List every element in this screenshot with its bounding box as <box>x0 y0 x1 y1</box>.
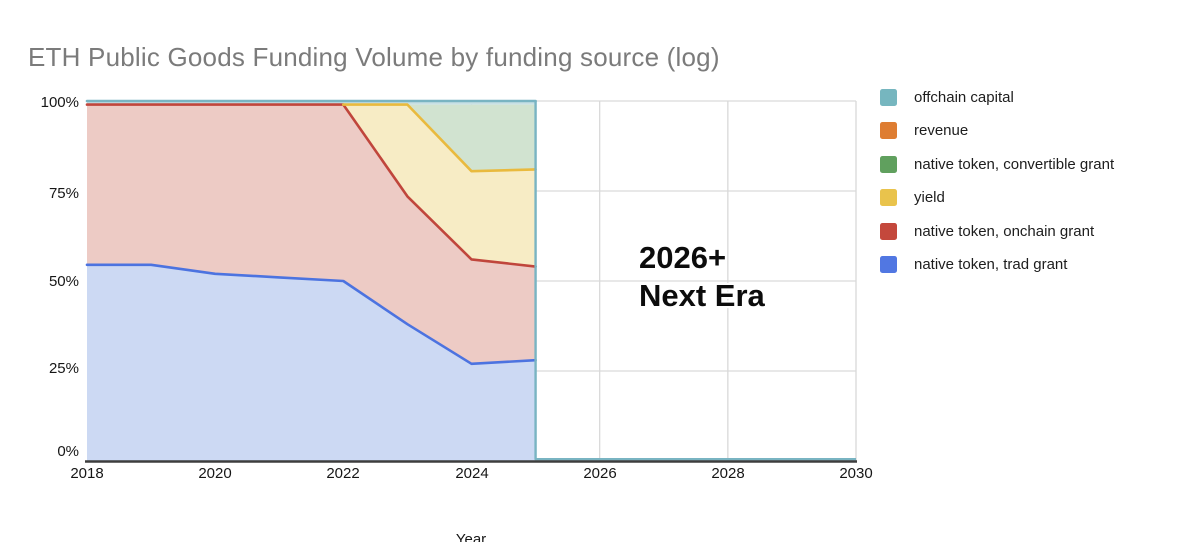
legend-label: revenue <box>914 122 969 139</box>
legend-label: native token, convertible grant <box>914 156 1115 173</box>
legend-label: yield <box>914 189 945 206</box>
chart-title: ETH Public Goods Funding Volume by fundi… <box>28 42 720 72</box>
legend-swatch <box>880 156 897 173</box>
legend-label: offchain capital <box>914 89 1014 106</box>
legend-swatch <box>880 89 897 106</box>
x-axis-title: Year <box>455 531 487 542</box>
legend-item-yield: yield <box>880 189 945 206</box>
legend-swatch <box>880 189 897 206</box>
legend-item-onchain-grant: native token, onchain grant <box>880 223 1094 240</box>
legend-item-convertible-grant: native token, convertible grant <box>880 156 1114 173</box>
legend-swatch <box>880 256 897 273</box>
x-tick-2018: 2018 <box>70 465 104 482</box>
y-tick-0: 0% <box>57 443 79 460</box>
x-tick-2028: 2028 <box>711 465 745 482</box>
legend-swatch <box>880 223 897 240</box>
y-tick-100: 100% <box>40 94 79 111</box>
y-tick-75: 75% <box>48 185 79 202</box>
x-tick-2020: 2020 <box>198 465 232 482</box>
y-tick-50: 50% <box>48 273 79 290</box>
x-tick-2024: 2024 <box>455 465 489 482</box>
era-annotation-line1: 2026+ <box>639 240 727 275</box>
x-tick-2022: 2022 <box>326 465 360 482</box>
legend-label: native token, trad grant <box>914 256 1068 273</box>
legend-label: native token, onchain grant <box>914 223 1095 240</box>
era-annotation-line2: Next Era <box>639 278 765 313</box>
x-tick-2026: 2026 <box>583 465 617 482</box>
legend-item-trad-grant: native token, trad grant <box>880 256 1067 273</box>
x-tick-2030: 2030 <box>839 465 873 482</box>
legend-swatch <box>880 122 897 139</box>
legend-item-revenue: revenue <box>880 122 968 139</box>
y-tick-25: 25% <box>48 360 79 377</box>
legend-item-offchain-capital: offchain capital <box>880 89 1014 106</box>
era-annotation: 2026+ Next Era <box>639 239 765 315</box>
